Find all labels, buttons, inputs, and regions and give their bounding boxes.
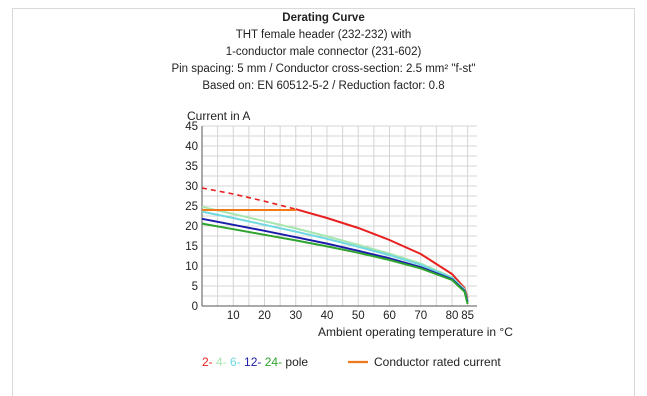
x-tick-label: 80 xyxy=(446,310,459,322)
y-tick-label: 35 xyxy=(185,161,198,173)
series-line-2-pole-dashed xyxy=(201,187,296,210)
y-tick-label: 5 xyxy=(192,281,198,293)
y-tick-label: 10 xyxy=(185,261,198,273)
legend-pole-part: 4- xyxy=(216,355,230,369)
series-lines xyxy=(201,187,469,305)
series-line-24-pole xyxy=(201,222,469,305)
x-tick-label: 10 xyxy=(227,310,240,322)
x-tick-label: 70 xyxy=(414,310,427,322)
tick-labels: 0 5 10 15 20 25 30 35 40 45 10 20 30 40 50 60 70 80 85 xyxy=(185,121,474,322)
legend-pole-part: 6- xyxy=(230,355,244,369)
y-tick-label: 40 xyxy=(185,141,198,153)
x-axis-label: Ambient operating temperature in °C xyxy=(318,325,513,339)
x-tick-label: 60 xyxy=(383,310,396,322)
legend-pole-part: pole xyxy=(285,355,308,369)
axes xyxy=(201,126,477,307)
chart-subtitle-4: Based on: EN 60512-5-2 / Reduction facto… xyxy=(202,80,445,92)
y-tick-label: 45 xyxy=(185,121,198,133)
legend-pole-text: 2- 4- 6- 12- 24- pole xyxy=(202,355,308,369)
chart-title: Derating Curve xyxy=(282,12,365,24)
x-tick-label: 50 xyxy=(352,310,365,322)
legend-pole-part: 2- xyxy=(202,355,216,369)
x-tick-label: 85 xyxy=(461,310,474,322)
x-tick-label: 30 xyxy=(289,310,302,322)
chart-subtitle-1: THT female header (232-232) with xyxy=(235,29,412,41)
x-tick-label: 20 xyxy=(258,310,271,322)
grid xyxy=(202,125,477,306)
series-line-2-pole xyxy=(295,208,469,299)
legend-pole-part: 24- xyxy=(265,355,286,369)
y-tick-label: 30 xyxy=(185,181,198,193)
chart-titles: Derating Curve THT female header (232-23… xyxy=(0,10,647,95)
y-axis-label: Current in A xyxy=(187,109,250,123)
y-tick-label: 15 xyxy=(185,241,198,253)
chart-subtitle-2: 1-conductor male connector (231-602) xyxy=(225,46,422,58)
legend: 2- 4- 6- 12- 24- pole Conductor rated cur… xyxy=(202,355,501,369)
chart-frame xyxy=(12,8,635,396)
y-tick-label: 25 xyxy=(185,201,198,213)
y-tick-label: 20 xyxy=(185,221,198,233)
legend-pole-part: 12- xyxy=(244,355,265,369)
x-tick-label: 40 xyxy=(321,310,334,322)
legend-conductor-label: Conductor rated current xyxy=(374,355,501,369)
y-tick-label: 0 xyxy=(192,301,198,313)
chart-subtitle-3: Pin spacing: 5 mm / Conductor cross-sect… xyxy=(171,63,476,75)
